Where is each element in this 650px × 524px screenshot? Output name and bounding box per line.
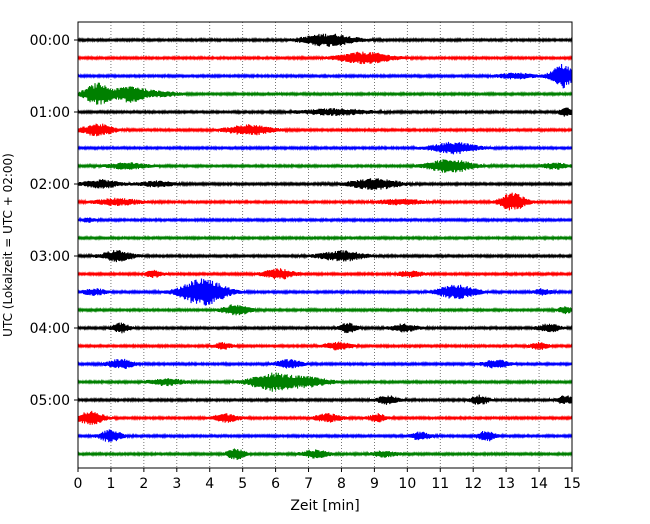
x-tick-label: 12 <box>464 476 482 492</box>
x-tick-label: 1 <box>106 476 115 492</box>
trace-0345 <box>77 304 573 316</box>
trace-0215 <box>77 192 573 211</box>
x-tick-label: 6 <box>271 476 280 492</box>
trace-0430 <box>77 358 573 369</box>
trace-0145 <box>77 159 573 173</box>
x-tick-label: 8 <box>337 476 346 492</box>
x-tick-label: 10 <box>398 476 416 492</box>
x-tick-label: 2 <box>139 476 148 492</box>
y-tick-label: 04:00 <box>30 321 70 337</box>
trace-0045 <box>77 82 573 105</box>
trace-0100 <box>77 107 573 117</box>
y-axis-ticks: 00:00 01:00 02:00 03:00 04:00 05:00 <box>30 33 78 409</box>
x-tick-label: 14 <box>530 476 548 492</box>
y-tick-label: 00:00 <box>30 33 70 49</box>
x-tick-label: 11 <box>431 476 449 492</box>
y-tick-label: 05:00 <box>30 393 70 409</box>
trace-0115 <box>77 123 573 137</box>
y-tick-label: 01:00 <box>30 105 70 121</box>
trace-0530 <box>77 429 573 443</box>
trace-0500 <box>77 394 573 405</box>
trace-0015 <box>77 51 573 65</box>
y-tick-label: 02:00 <box>30 177 70 193</box>
trace-0130 <box>77 141 573 155</box>
trace-0030 <box>77 63 573 89</box>
x-tick-label: 4 <box>205 476 214 492</box>
trace-0400 <box>77 322 573 334</box>
trace-0000 <box>77 33 573 47</box>
trace-0245 <box>77 234 573 242</box>
grid <box>110 22 540 468</box>
x-tick-label: 9 <box>370 476 379 492</box>
x-axis-title: Zeit [min] <box>290 498 359 514</box>
traces <box>77 33 573 461</box>
trace-0300 <box>77 250 573 263</box>
trace-0545 <box>77 448 573 461</box>
trace-0330 <box>77 278 573 306</box>
x-tick-label: 13 <box>497 476 515 492</box>
trace-0315 <box>77 268 573 280</box>
trace-0415 <box>77 341 573 351</box>
y-axis-title: UTC (Lokalzeit = UTC + 02:00) <box>1 153 15 337</box>
x-tick-label: 5 <box>238 476 247 492</box>
x-tick-label: 7 <box>304 476 313 492</box>
trace-0515 <box>77 410 573 425</box>
trace-0230 <box>77 216 573 224</box>
x-axis-ticks: 0 1 2 3 4 5 6 7 8 9 10 11 12 13 14 15 <box>74 468 581 492</box>
trace-0200 <box>77 178 573 190</box>
trace-0445 <box>77 372 573 392</box>
x-tick-label: 0 <box>74 476 83 492</box>
x-tick-label: 3 <box>172 476 181 492</box>
x-tick-label: 15 <box>563 476 581 492</box>
plot-frame <box>77 21 573 469</box>
y-tick-label: 03:00 <box>30 249 70 265</box>
